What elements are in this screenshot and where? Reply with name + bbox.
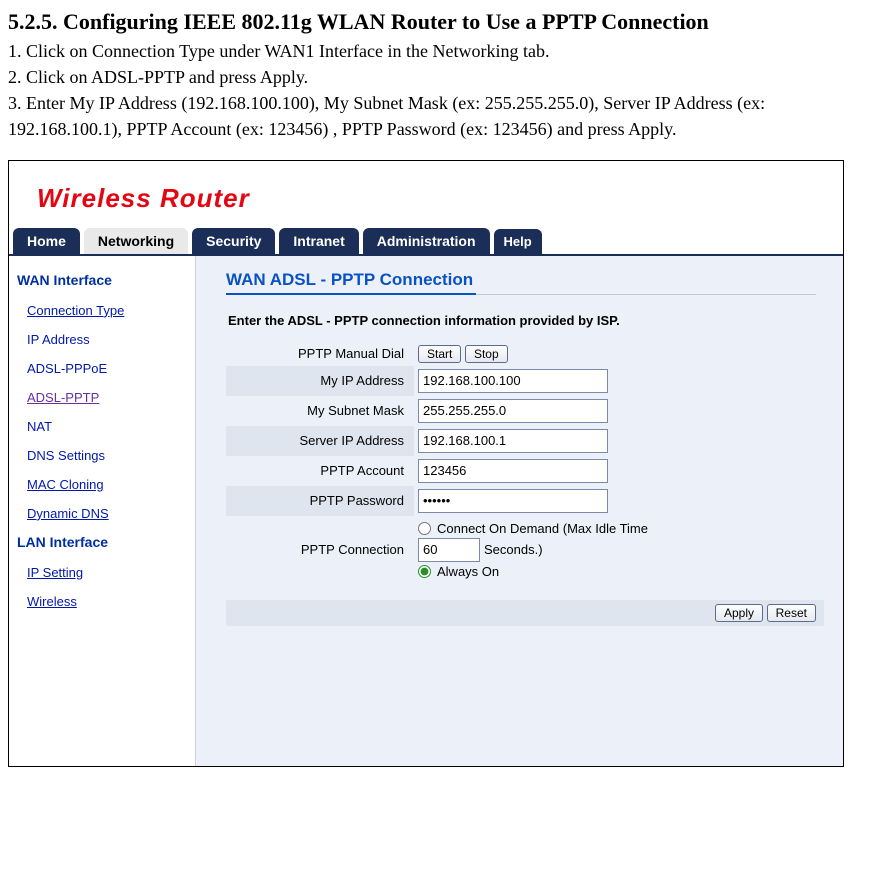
sidebar-item-adsl-pppoe[interactable]: ADSL-PPPoE bbox=[17, 354, 195, 383]
tab-bar: Home Networking Security Intranet Admini… bbox=[9, 228, 843, 256]
label-connection: PPTP Connection bbox=[226, 516, 414, 584]
step-3: 3. Enter My IP Address (192.168.100.100)… bbox=[8, 90, 874, 142]
password-input[interactable] bbox=[418, 489, 608, 513]
server-ip-input[interactable] bbox=[418, 429, 608, 453]
radio-on-demand[interactable] bbox=[418, 522, 431, 535]
sidebar-item-connection-type[interactable]: Connection Type bbox=[17, 296, 195, 325]
on-demand-text-pre: Connect On Demand (Max Idle Time bbox=[437, 521, 648, 536]
label-subnet: My Subnet Mask bbox=[226, 396, 414, 426]
tab-help[interactable]: Help bbox=[494, 229, 542, 254]
sidebar-section-lan: LAN Interface bbox=[17, 534, 195, 550]
on-demand-text-post: Seconds.) bbox=[484, 542, 543, 557]
tab-intranet[interactable]: Intranet bbox=[279, 228, 358, 254]
sidebar-item-adsl-pptp[interactable]: ADSL-PPTP bbox=[17, 383, 195, 412]
router-ui-screenshot: Wireless Router Home Networking Security… bbox=[8, 160, 844, 767]
sidebar-item-wireless[interactable]: Wireless bbox=[17, 587, 195, 616]
label-server-ip: Server IP Address bbox=[226, 426, 414, 456]
stop-button[interactable]: Stop bbox=[465, 345, 508, 363]
label-my-ip: My IP Address bbox=[226, 366, 414, 396]
start-button[interactable]: Start bbox=[418, 345, 461, 363]
reset-button[interactable]: Reset bbox=[767, 604, 816, 622]
label-account: PPTP Account bbox=[226, 456, 414, 486]
logo-area: Wireless Router bbox=[9, 161, 843, 228]
panel-subtitle: Enter the ADSL - PPTP connection informa… bbox=[228, 313, 843, 328]
panel-title: WAN ADSL - PPTP Connection bbox=[226, 270, 816, 295]
label-manual-dial: PPTP Manual Dial bbox=[226, 342, 414, 366]
tab-administration[interactable]: Administration bbox=[363, 228, 490, 254]
sidebar-item-ip-address[interactable]: IP Address bbox=[17, 325, 195, 354]
tab-home[interactable]: Home bbox=[13, 228, 80, 254]
step-1: 1. Click on Connection Type under WAN1 I… bbox=[8, 38, 874, 64]
sidebar-item-ip-setting[interactable]: IP Setting bbox=[17, 558, 195, 587]
router-logo: Wireless Router bbox=[37, 183, 250, 213]
idle-time-input[interactable] bbox=[418, 538, 480, 562]
main-panel: WAN ADSL - PPTP Connection Enter the ADS… bbox=[196, 256, 843, 766]
radio-always-on[interactable] bbox=[418, 565, 431, 578]
sidebar-section-wan: WAN Interface bbox=[17, 272, 195, 288]
sidebar-item-mac-cloning[interactable]: MAC Cloning bbox=[17, 470, 195, 499]
sidebar-item-dns-settings[interactable]: DNS Settings bbox=[17, 441, 195, 470]
always-on-text: Always On bbox=[437, 564, 499, 579]
sidebar-item-nat[interactable]: NAT bbox=[17, 412, 195, 441]
section-heading: 5.2.5. Configuring IEEE 802.11g WLAN Rou… bbox=[8, 8, 874, 36]
my-ip-input[interactable] bbox=[418, 369, 608, 393]
subnet-input[interactable] bbox=[418, 399, 608, 423]
sidebar-item-dynamic-dns[interactable]: Dynamic DNS bbox=[17, 499, 195, 528]
step-2: 2. Click on ADSL-PPTP and press Apply. bbox=[8, 64, 874, 90]
tab-networking[interactable]: Networking bbox=[84, 228, 188, 254]
pptp-form: PPTP Manual Dial Start Stop My IP Addres… bbox=[226, 342, 816, 584]
apply-button[interactable]: Apply bbox=[715, 604, 763, 622]
instructions: 1. Click on Connection Type under WAN1 I… bbox=[8, 38, 874, 142]
action-bar: Apply Reset bbox=[226, 600, 824, 626]
account-input[interactable] bbox=[418, 459, 608, 483]
sidebar: WAN Interface Connection Type IP Address… bbox=[9, 256, 196, 766]
title-underline bbox=[226, 293, 476, 295]
tab-security[interactable]: Security bbox=[192, 228, 275, 254]
label-password: PPTP Password bbox=[226, 486, 414, 516]
